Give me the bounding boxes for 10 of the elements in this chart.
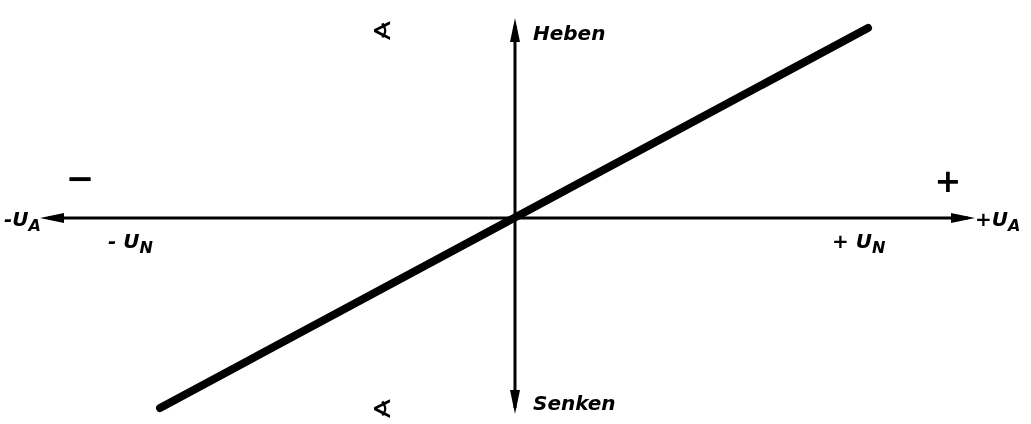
text: -U$_{A}$ bbox=[4, 207, 41, 235]
annotation: ∢ bbox=[371, 394, 393, 424]
annotation: Heben bbox=[533, 21, 606, 45]
annotation: Senken bbox=[533, 391, 616, 415]
annotation: ∢ bbox=[371, 16, 393, 46]
text: +U$_{A}$ bbox=[975, 207, 1021, 235]
annotation: + bbox=[934, 162, 962, 200]
annotation: - U$_{N}$ bbox=[108, 229, 154, 257]
annotation: − bbox=[65, 158, 95, 198]
annotation: + U$_{N}$ bbox=[832, 229, 886, 257]
